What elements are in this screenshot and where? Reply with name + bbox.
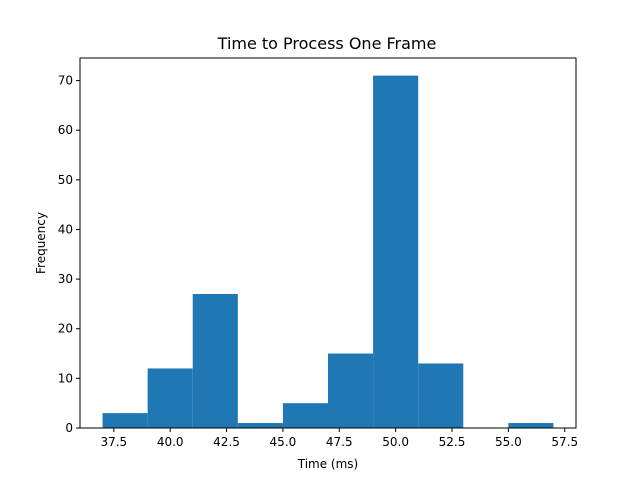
histogram-bar-6: [373, 75, 419, 428]
x-tick-label: 47.5: [326, 435, 353, 449]
y-tick-label: 0: [65, 421, 73, 435]
y-tick-label: 40: [58, 222, 73, 236]
x-tick-label: 42.5: [213, 435, 240, 449]
x-tick-label: 57.5: [551, 435, 578, 449]
histogram-bar-5: [328, 353, 374, 428]
x-axis-label: Time (ms): [297, 457, 359, 471]
x-tick-label: 50.0: [382, 435, 409, 449]
histogram-bar-4: [282, 403, 328, 428]
y-tick-label: 30: [58, 272, 73, 286]
x-tick-label: 45.0: [270, 435, 297, 449]
histogram-bar-9: [508, 423, 554, 428]
x-tick-label: 37.5: [100, 435, 127, 449]
y-tick-label: 10: [58, 371, 73, 385]
y-axis-label: Frequency: [34, 212, 48, 274]
histogram-bar-0: [102, 413, 148, 428]
y-tick-label: 20: [58, 322, 73, 336]
histogram-bar-1: [147, 368, 193, 428]
x-tick-label: 55.0: [495, 435, 522, 449]
histogram-bar-3: [237, 423, 283, 428]
histogram-bar-7: [418, 363, 464, 428]
plot-frame: [79, 57, 577, 429]
x-tick-label: 40.0: [157, 435, 184, 449]
histogram-bar-2: [192, 293, 238, 428]
y-tick-label: 70: [58, 74, 73, 88]
x-tick-label: 52.5: [439, 435, 466, 449]
y-tick-label: 50: [58, 173, 73, 187]
chart-title: Time to Process One Frame: [217, 34, 437, 53]
y-tick-label: 60: [58, 123, 73, 137]
